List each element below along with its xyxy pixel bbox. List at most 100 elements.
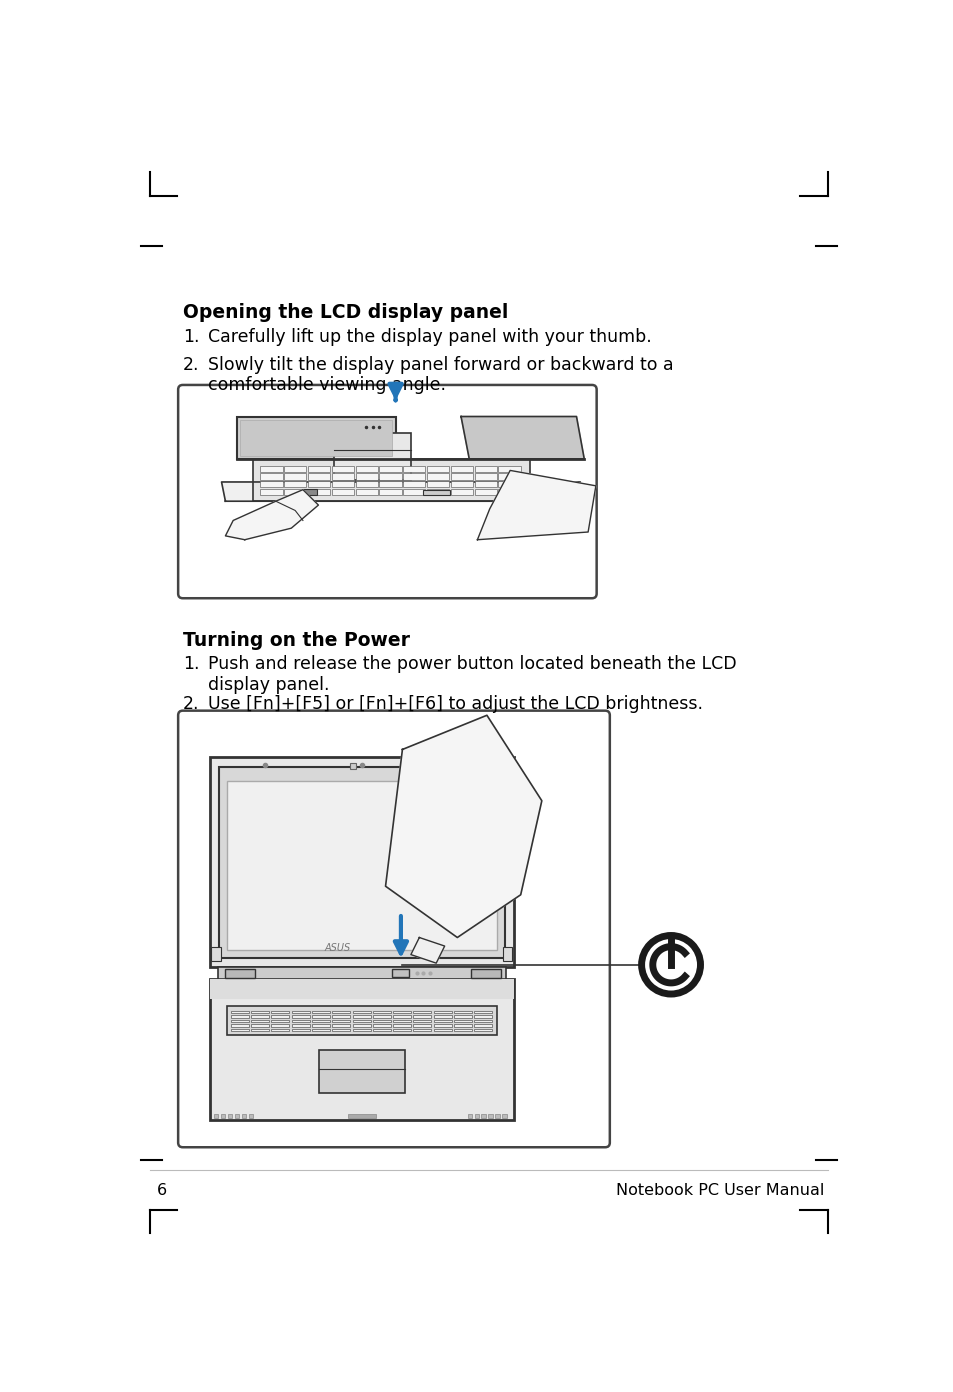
Bar (451, 482, 473, 487)
Bar (212, 947, 220, 960)
Bar (475, 482, 497, 487)
Bar (332, 489, 354, 496)
Text: 1.: 1. (183, 656, 199, 674)
Bar (312, 1025, 330, 1026)
Bar (231, 1025, 249, 1026)
Bar (434, 1011, 452, 1013)
Bar (251, 1025, 269, 1026)
Bar (332, 482, 354, 487)
Bar (332, 1020, 350, 1022)
Bar (260, 489, 282, 496)
Bar (413, 1011, 431, 1013)
Bar (474, 1020, 492, 1022)
FancyBboxPatch shape (178, 386, 596, 599)
Bar (292, 1020, 310, 1022)
Bar (251, 1020, 269, 1022)
Bar (227, 1006, 497, 1034)
Bar (312, 1011, 330, 1013)
Bar (502, 947, 512, 960)
Bar (434, 1015, 452, 1018)
Bar (292, 1025, 310, 1026)
Bar (393, 1015, 411, 1018)
Bar (220, 1114, 225, 1118)
Bar (260, 473, 282, 480)
Bar (292, 1015, 310, 1018)
Bar (332, 1011, 350, 1013)
Text: 2.: 2. (183, 356, 199, 373)
Bar (393, 1025, 411, 1026)
Polygon shape (225, 490, 318, 540)
Bar (413, 1029, 431, 1031)
Text: 1.: 1. (183, 329, 199, 347)
Bar (334, 433, 411, 480)
Bar (231, 1011, 249, 1013)
Text: Carefully lift up the display panel with your thumb.: Carefully lift up the display panel with… (208, 329, 652, 347)
Circle shape (641, 935, 700, 994)
Bar (292, 1029, 310, 1031)
Bar (272, 1029, 289, 1031)
Bar (413, 1020, 431, 1022)
Bar (379, 482, 401, 487)
Bar (260, 466, 282, 472)
Bar (474, 1011, 492, 1013)
Bar (308, 466, 330, 472)
Bar (373, 1015, 391, 1018)
Bar (373, 1025, 391, 1026)
Bar (332, 1025, 350, 1026)
Bar (332, 466, 354, 472)
Bar (227, 781, 497, 951)
Bar (210, 757, 514, 967)
Bar (454, 1025, 472, 1026)
Bar (403, 466, 425, 472)
Bar (355, 473, 377, 480)
Bar (292, 1011, 310, 1013)
Text: ASUS: ASUS (324, 944, 351, 954)
Bar (355, 482, 377, 487)
Bar (213, 1114, 218, 1118)
Bar (413, 1025, 431, 1026)
Bar (240, 419, 392, 455)
Bar (427, 482, 449, 487)
Bar (497, 466, 520, 472)
Bar (228, 1114, 233, 1118)
Bar (373, 1020, 391, 1022)
Bar (308, 489, 330, 496)
Bar (379, 473, 401, 480)
Bar (350, 763, 355, 768)
Bar (219, 767, 504, 958)
Bar (502, 1114, 507, 1118)
Text: 2.: 2. (183, 695, 199, 713)
Bar (471, 969, 500, 977)
Bar (217, 967, 506, 980)
Bar (284, 473, 306, 480)
Bar (413, 1015, 431, 1018)
Bar (332, 1015, 350, 1018)
Bar (308, 482, 330, 487)
Text: Slowly tilt the display panel forward or backward to a
comfortable viewing angle: Slowly tilt the display panel forward or… (208, 356, 673, 394)
Bar (355, 489, 377, 496)
Bar (454, 1015, 472, 1018)
Bar (451, 489, 473, 496)
Bar (260, 482, 282, 487)
Bar (467, 1114, 472, 1118)
Bar (434, 1020, 452, 1022)
Bar (403, 482, 425, 487)
Bar (427, 473, 449, 480)
Bar (231, 1020, 249, 1022)
Bar (427, 466, 449, 472)
Bar (474, 1025, 492, 1026)
Bar (284, 482, 306, 487)
Bar (454, 1020, 472, 1022)
Text: 6: 6 (156, 1183, 167, 1199)
Polygon shape (476, 470, 596, 540)
Bar (434, 1025, 452, 1026)
Bar (210, 980, 514, 998)
Text: Turning on the Power: Turning on the Power (183, 631, 410, 650)
Bar (451, 473, 473, 480)
Bar (231, 1029, 249, 1031)
Text: Use [Fn]+[F5] or [Fn]+[F6] to adjust the LCD brightness.: Use [Fn]+[F5] or [Fn]+[F6] to adjust the… (208, 695, 702, 713)
Bar (308, 473, 330, 480)
Bar (497, 473, 520, 480)
Bar (236, 416, 395, 459)
Text: Opening the LCD display panel: Opening the LCD display panel (183, 303, 508, 323)
